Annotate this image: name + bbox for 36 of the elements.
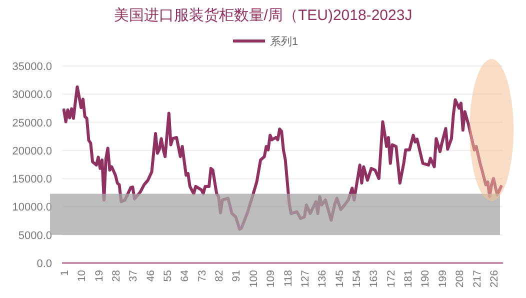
x-tick-label: 64 xyxy=(179,270,192,282)
x-tick-label: 208 xyxy=(454,270,466,288)
x-tick-label: 10 xyxy=(76,270,88,282)
x-tick-label: 217 xyxy=(471,270,484,288)
x-tick-label: 46 xyxy=(144,270,157,282)
chart-title: 美国进口服装货柜数量/周（TEU)2018-2023J xyxy=(114,7,412,24)
y-tick-label: 30000.0 xyxy=(12,89,52,102)
x-tick-label: 136 xyxy=(316,270,329,288)
x-tick-label: 100 xyxy=(248,270,260,288)
x-tick-label: 226 xyxy=(488,270,500,288)
y-tick-label: 10000.0 xyxy=(12,202,52,214)
x-tick-label: 190 xyxy=(420,270,432,288)
x-tick-label: 118 xyxy=(282,270,294,287)
y-tick-label: 15000.0 xyxy=(12,174,52,186)
legend-label: 系列1 xyxy=(270,35,298,48)
y-tick-label: 25000.0 xyxy=(12,117,52,130)
y-tick-label: 5000.0 xyxy=(18,230,52,242)
x-tick-label: 37 xyxy=(128,270,140,282)
x-tick-label: 19 xyxy=(93,270,106,282)
x-tick-label: 145 xyxy=(334,270,346,288)
x-tick-label: 172 xyxy=(385,270,398,288)
x-tick-label: 181 xyxy=(402,270,415,288)
x-tick-label: 163 xyxy=(368,270,380,288)
x-tick-label: 154 xyxy=(351,270,363,288)
x-tick-label: 28 xyxy=(110,270,122,282)
x-tick-label: 82 xyxy=(214,270,226,282)
y-tick-label: 35000.0 xyxy=(12,61,52,73)
x-tick-label: 1 xyxy=(58,270,71,276)
x-tick-label: 55 xyxy=(162,270,174,282)
x-tick-label: 127 xyxy=(299,270,312,288)
x-tick-label: 91 xyxy=(230,270,243,282)
x-tick-label: 73 xyxy=(196,270,208,282)
y-tick-label: 20000.0 xyxy=(12,145,52,158)
y-tick-label: 0.0 xyxy=(36,258,52,270)
x-tick-label: 109 xyxy=(265,270,278,288)
x-tick-label: 199 xyxy=(436,270,449,288)
